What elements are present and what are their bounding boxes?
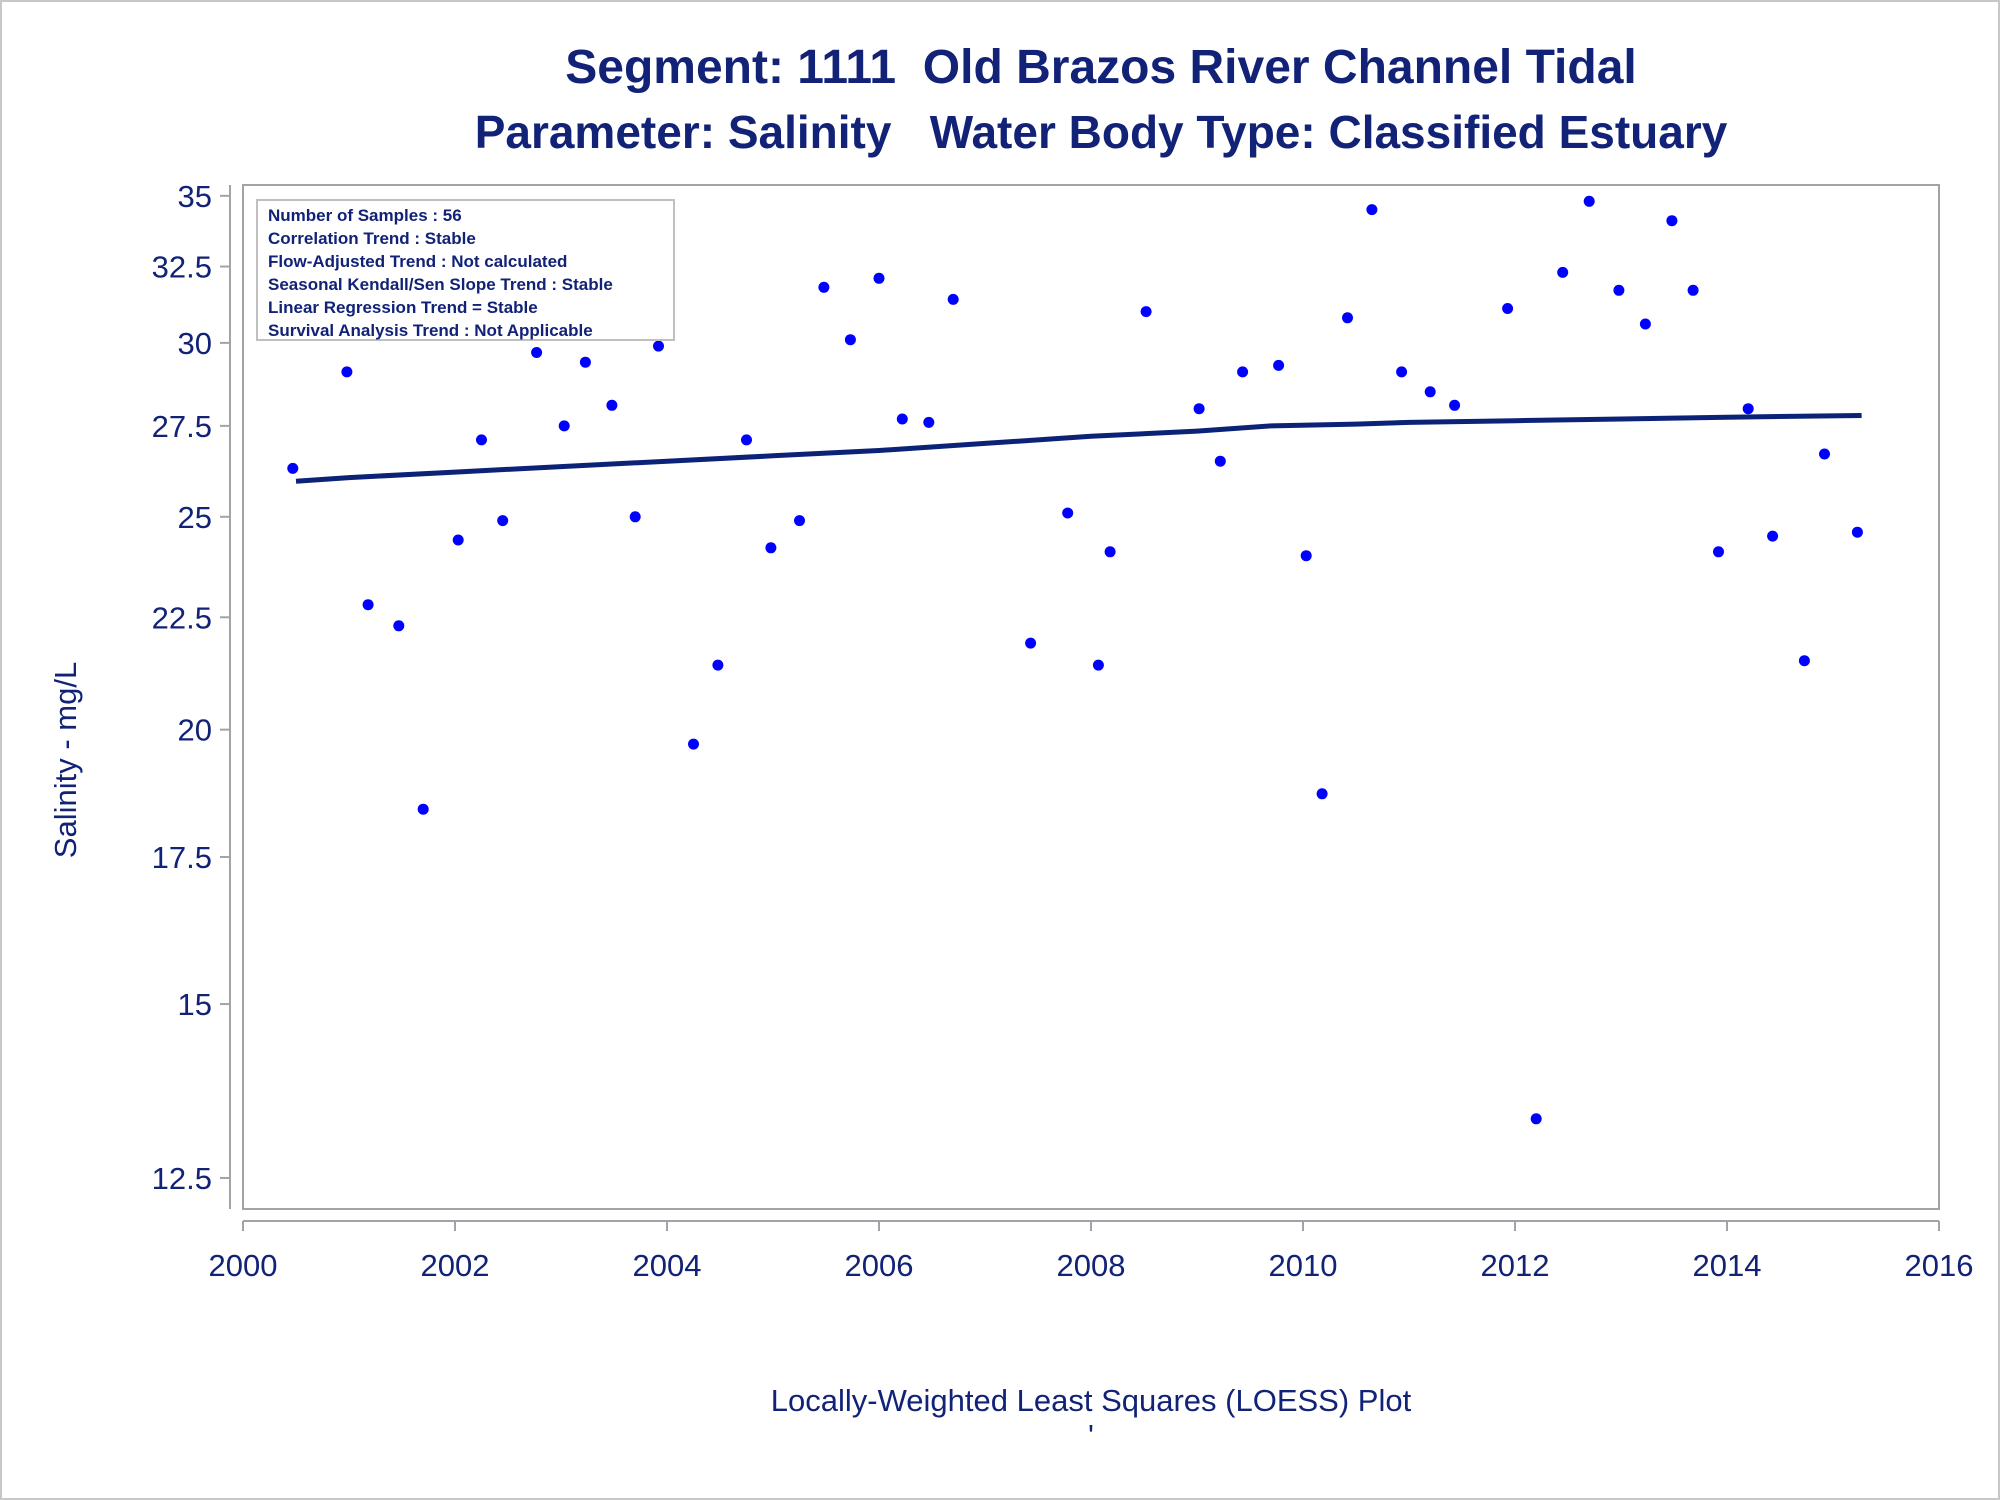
trend-summary-inset: Number of Samples : 56 Correlation Trend… bbox=[256, 199, 675, 341]
sample-point bbox=[844, 334, 856, 346]
sample-point bbox=[741, 434, 752, 446]
sample-point bbox=[896, 413, 908, 425]
y-tick-label: 17.5 bbox=[152, 840, 212, 875]
y-tick-label: 22.5 bbox=[152, 600, 212, 635]
plot-frame bbox=[242, 184, 1940, 1210]
sample-point bbox=[1687, 284, 1699, 296]
x-tick-label: 2002 bbox=[421, 1248, 490, 1283]
sample-point bbox=[1237, 366, 1249, 378]
sample-point bbox=[1366, 204, 1378, 216]
sample-point bbox=[1449, 399, 1461, 411]
sample-point bbox=[712, 659, 724, 671]
chart-title: Segment: 1111 Old Brazos River Channel T… bbox=[565, 41, 1637, 94]
sample-point bbox=[1639, 318, 1651, 330]
inset-line-samples: Number of Samples : 56 bbox=[268, 206, 462, 225]
sample-point bbox=[1214, 455, 1226, 467]
sample-point bbox=[452, 534, 464, 546]
x-tick-label: 2006 bbox=[845, 1248, 914, 1283]
sample-point bbox=[1613, 284, 1625, 296]
y-tick-label: 25 bbox=[178, 500, 212, 535]
y-axis-label: Salinity - mg/L bbox=[48, 662, 83, 858]
inset-line-linear-regression: Linear Regression Trend = Stable bbox=[268, 298, 538, 317]
sample-point bbox=[1025, 637, 1037, 649]
y-tick-label: 20 bbox=[178, 713, 212, 748]
y-tick-label: 15 bbox=[178, 987, 212, 1022]
sample-point bbox=[1666, 215, 1678, 227]
footnote: ' bbox=[1088, 1418, 1094, 1453]
x-tick-label: 2012 bbox=[1481, 1248, 1550, 1283]
inset-line-survival-analysis: Survival Analysis Trend : Not Applicable bbox=[268, 321, 593, 340]
x-tick-label: 2010 bbox=[1269, 1248, 1338, 1283]
x-axis: 2000 2002 2004 2006 2008 2010 2012 2014 2016 bbox=[209, 1220, 1974, 1283]
sample-point bbox=[341, 366, 353, 378]
sample-point bbox=[1424, 386, 1436, 398]
y-tick-label: 32.5 bbox=[152, 250, 212, 285]
sample-point bbox=[1316, 788, 1328, 800]
sample-point bbox=[1092, 659, 1104, 671]
sample-point bbox=[476, 434, 487, 446]
sample-point bbox=[1798, 655, 1810, 667]
inset-line-correlation: Correlation Trend : Stable bbox=[268, 229, 476, 248]
x-tick-label: 2014 bbox=[1693, 1248, 1762, 1283]
sample-point bbox=[1557, 266, 1569, 278]
y-tick-label: 30 bbox=[178, 326, 212, 361]
sample-point bbox=[1140, 306, 1152, 318]
sample-point bbox=[1502, 303, 1514, 314]
x-axis-label: Locally-Weighted Least Squares (LOESS) P… bbox=[771, 1383, 1412, 1418]
sample-point bbox=[393, 620, 405, 632]
inset-box bbox=[256, 199, 675, 341]
inset-line-flow-adjusted: Flow-Adjusted Trend : Not calculated bbox=[268, 252, 567, 271]
sample-point bbox=[1742, 403, 1754, 415]
y-tick-label: 27.5 bbox=[152, 409, 212, 444]
sample-point bbox=[1530, 1113, 1542, 1125]
x-tick-label: 2004 bbox=[633, 1248, 702, 1283]
sample-point bbox=[558, 420, 570, 432]
sample-point bbox=[417, 803, 429, 815]
sample-point bbox=[1396, 366, 1408, 378]
sample-point bbox=[362, 599, 374, 611]
x-tick-label: 2016 bbox=[1905, 1248, 1974, 1283]
sample-point bbox=[1583, 195, 1595, 207]
sample-point bbox=[1767, 530, 1779, 542]
sample-point bbox=[579, 356, 591, 368]
y-tick-label: 35 bbox=[178, 179, 212, 214]
plot-area bbox=[242, 184, 1940, 1210]
sample-point bbox=[531, 347, 543, 358]
sample-point bbox=[653, 340, 664, 352]
loess-trend-line bbox=[295, 413, 1862, 484]
series-layer bbox=[287, 195, 1863, 1125]
y-axis: 12.5 15 17.5 20 22.5 25 27.5 30 32.5 35 bbox=[152, 179, 231, 1209]
sample-point bbox=[794, 515, 805, 527]
sample-point bbox=[688, 738, 699, 750]
y-tick-label: 12.5 bbox=[152, 1161, 212, 1196]
sample-point bbox=[765, 542, 777, 554]
sample-point bbox=[1062, 507, 1074, 519]
chart-subtitle: Parameter: Salinity Water Body Type: Cla… bbox=[475, 106, 1728, 158]
sample-point bbox=[1193, 403, 1205, 415]
sample-point bbox=[1819, 448, 1830, 460]
sample-point bbox=[1300, 550, 1312, 562]
sample-point bbox=[629, 511, 641, 523]
sample-point bbox=[497, 515, 509, 527]
sample-point bbox=[606, 399, 618, 411]
sample-point bbox=[923, 416, 935, 428]
sample-point bbox=[1342, 312, 1353, 324]
inset-line-seasonal-kendall: Seasonal Kendall/Sen Slope Trend : Stabl… bbox=[268, 275, 613, 294]
x-tick-label: 2000 bbox=[209, 1248, 278, 1283]
sample-point bbox=[1273, 359, 1285, 371]
sample-point bbox=[947, 293, 959, 305]
sample-point bbox=[287, 462, 299, 474]
sample-point bbox=[1713, 546, 1724, 558]
sample-point bbox=[818, 281, 830, 293]
sample-point bbox=[1851, 526, 1863, 538]
x-tick-label: 2008 bbox=[1057, 1248, 1126, 1283]
sample-point bbox=[873, 272, 885, 284]
sample-point bbox=[1104, 546, 1116, 558]
